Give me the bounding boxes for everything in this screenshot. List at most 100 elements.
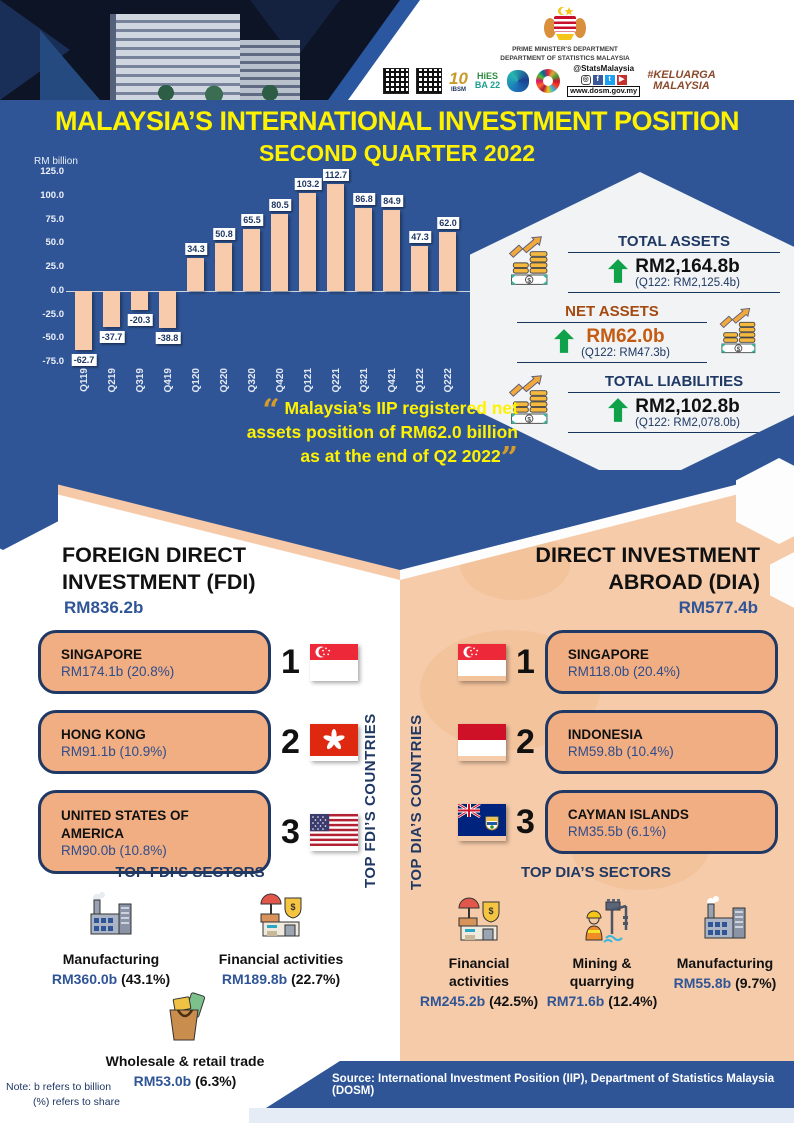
page-title: MALAYSIA’S INTERNATIONAL INVESTMENT POSI…: [54, 106, 740, 136]
bar-value-label: 103.2: [294, 177, 322, 190]
footnote: Note: b refers to billion (%) refers to …: [6, 1081, 120, 1109]
dia-total-value: RM577.4b: [678, 598, 758, 617]
dia-country-row: 3 CAYMAN ISLANDS RM35.5b (6.1%): [457, 790, 788, 859]
dia-country-row: 2 INDONESIA RM59.8b (10.4%): [458, 710, 788, 779]
singapore-flag-icon: [458, 643, 506, 681]
bar-value-label: -62.7: [71, 354, 97, 367]
fdi-country-row: SINGAPORE RM174.1b (20.8%) 1: [28, 630, 358, 699]
bar-column-Q120: 34.3: [182, 172, 210, 362]
bar-value-label: -37.7: [99, 330, 125, 343]
fdi-country-row: UNITED STATES OF AMERICA RM90.0b (10.8%)…: [28, 790, 358, 879]
fdi-sectors: Manufacturing RM360.0b (43.1%) $ Financi…: [36, 890, 356, 987]
bar-value-label: 112.7: [322, 168, 350, 181]
bar: [243, 228, 260, 291]
net-assets-label: NET ASSETS: [565, 303, 659, 321]
bar: [187, 258, 204, 291]
chart-plot-area: -62.7 -37.7 -20.3 -38.8 34.3 50.8 65.5 80.5 103.…: [66, 168, 470, 367]
bar-value-label: -38.8: [155, 331, 181, 344]
bar: [159, 290, 176, 328]
net-assets-prev: (Q122: RM47.3b): [581, 346, 670, 359]
dia-countries-vertical-label: TOP DIA’S COUNTRIES: [408, 714, 425, 890]
chart-unit-label: RM billion: [34, 156, 78, 167]
blue-section: MALAYSIA’S INTERNATIONAL INVESTMENT POSI…: [0, 100, 794, 490]
social-block: @StatsMalaysia ◎ f t ▶ www.dosm.gov.my: [567, 64, 641, 97]
bar: [355, 208, 372, 291]
rank-number: 2: [281, 723, 300, 761]
fdi-sectors-title: TOP FDI’S SECTORS: [115, 864, 265, 881]
fdi-country-list: SINGAPORE RM174.1b (20.8%) 1 HONG KONG R…: [28, 630, 358, 879]
y-axis-tick: 50.0: [45, 237, 65, 249]
keluarga-malaysia-logo: #KELUARGA MALAYSIA: [647, 69, 716, 92]
trees: [150, 82, 310, 100]
fdi-total-value: RM836.2b: [64, 598, 144, 617]
bar: [411, 245, 428, 291]
total-liabilities-row: $ TOTAL LIABILITIES RM2,102.8b (Q122: RM…: [484, 373, 794, 433]
logo-row: 10 IBSM HiES BA 22 @StatsMalaysia ◎ f t ▶ …: [383, 64, 788, 98]
y-axis-tick: 25.0: [45, 261, 65, 272]
y-axis-tick: 125.0: [40, 166, 64, 177]
social-handle: @StatsMalaysia: [573, 64, 635, 74]
bar-column-Q221: 112.7: [322, 168, 350, 362]
rank-number: 3: [516, 803, 535, 841]
summary-hexagon-panel: $ TOTAL ASSETS RM2,164.8b (Q122: RM2,125…: [470, 172, 794, 490]
iip-bar-chart: RM billion 125.0 100.0 75.0 50.0 25.0 0.0 -25.…: [34, 156, 504, 412]
bar-value-label: 47.3: [409, 230, 431, 243]
sector-item: Mining & quarrying RM71.6b (12.4%): [543, 894, 661, 1009]
source-text: Source: International Investment Positio…: [332, 1072, 775, 1097]
bar-column-Q321: 86.8: [350, 172, 378, 362]
net-assets-value: RM62.0b: [586, 326, 665, 348]
bar-value-label: 65.5: [241, 213, 263, 226]
bar: [299, 192, 316, 291]
money-stack-icon: $: [715, 307, 767, 359]
bar: [131, 290, 148, 311]
dia-country-card: CAYMAN ISLANDS RM35.5b (6.1%): [544, 790, 788, 859]
bar-column-Q320: 65.5: [238, 172, 266, 362]
total-liabilities-prev: (Q122: RM2,078.0b): [635, 416, 740, 429]
key-message-quote: “ Malaysia’s IIP registered net assets p…: [246, 393, 518, 477]
svg-text:$: $: [737, 346, 741, 352]
sector-item: Manufacturing RM55.8b (9.7%): [666, 894, 784, 1009]
dosm-v-logo: [507, 70, 530, 92]
website-link[interactable]: www.dosm.gov.my: [567, 86, 641, 97]
financial-bank-icon: $: [255, 890, 307, 947]
dept-line2: DEPARTMENT OF STATISTICS MALAYSIA: [500, 54, 630, 62]
qr-code-icon: [416, 68, 442, 94]
bar: [75, 290, 92, 351]
instagram-icon[interactable]: ◎: [580, 75, 591, 86]
x-axis-tick: Q119: [78, 368, 90, 392]
y-axis-tick: 100.0: [40, 189, 64, 201]
bar-value-label: 80.5: [269, 199, 291, 212]
bar-column-Q419: -38.8: [154, 172, 182, 362]
bar: [327, 183, 344, 291]
svg-text:$: $: [290, 902, 295, 912]
financial-bank-icon: $: [453, 894, 505, 951]
bar: [383, 210, 400, 291]
source-band: Source: International Investment Positio…: [266, 1061, 794, 1108]
bar: [439, 231, 456, 291]
bar-value-label: -20.3: [127, 314, 153, 327]
malaysia-coat-of-arms: [500, 4, 630, 49]
youtube-icon[interactable]: ▶: [616, 75, 627, 86]
rank-number: 3: [281, 813, 300, 851]
y-axis-tick: -50.0: [42, 332, 64, 344]
y-axis-tick: -75.0: [42, 356, 64, 367]
sector-item: $ Financial activities RM189.8b (22.7%): [206, 890, 356, 987]
bar: [271, 214, 288, 291]
twitter-icon[interactable]: t: [604, 75, 615, 86]
up-arrow-icon: [608, 397, 629, 428]
dia-country-card: SINGAPORE RM118.0b (20.4%): [544, 630, 788, 699]
fdi-country-row: HONG KONG RM91.1b (10.9%) 2: [28, 710, 358, 779]
facebook-icon[interactable]: f: [592, 75, 603, 86]
bar-value-label: 84.9: [381, 195, 403, 208]
bar-column-Q119: -62.7: [70, 172, 98, 367]
shopping-bag-icon: [158, 992, 212, 1049]
ibsm-10th-anniversary-logo: 10 IBSM: [449, 68, 468, 93]
bar-column-Q421: 84.9: [378, 172, 406, 362]
bar: [215, 242, 232, 291]
fdi-country-card: SINGAPORE RM174.1b (20.8%): [28, 630, 271, 699]
rank-number: 1: [516, 643, 535, 681]
factory-icon: [699, 894, 751, 951]
dia-title: DIRECT INVESTMENT ABROAD (DIA): [535, 543, 760, 594]
total-liabilities-value: RM2,102.8b: [635, 395, 740, 417]
